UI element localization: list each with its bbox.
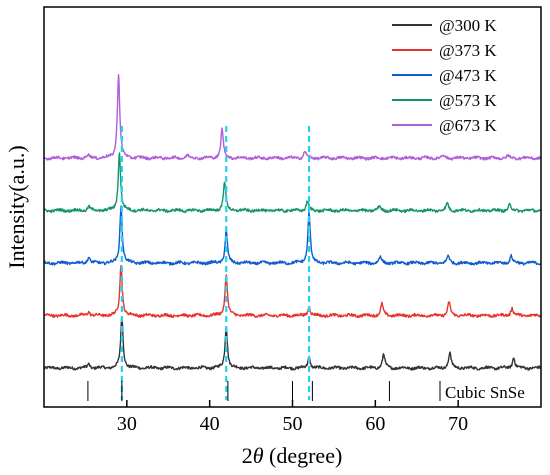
legend-label: @573 K: [439, 91, 497, 110]
x-tick-label: 60: [365, 413, 385, 435]
legend-label: @473 K: [439, 66, 497, 85]
legend: @300 K @373 K @473 K @573 K @673 K: [392, 16, 497, 135]
reference-label: Cubic SnSe: [445, 383, 525, 402]
x-axis-ticks: 30 40 50 60 70: [117, 400, 468, 435]
pattern-line-673k: [43, 73, 542, 161]
legend-label: @300 K: [439, 16, 497, 35]
x-tick-label: 30: [117, 413, 137, 435]
xrd-patterns: [43, 73, 542, 371]
pattern-line-473k: [43, 205, 542, 266]
pattern-line-573k: [43, 152, 542, 214]
x-tick-label: 50: [283, 413, 303, 435]
x-tick-label: 70: [448, 413, 468, 435]
legend-label: @373 K: [439, 41, 497, 60]
x-tick-label: 40: [200, 413, 220, 435]
dashed-reference-lines: [120, 126, 311, 400]
y-axis-label: Intensity(a.u.): [4, 145, 29, 268]
legend-label: @673 K: [439, 116, 497, 135]
pattern-line-300k: [43, 317, 542, 371]
x-axis-label: 2θ (degree): [242, 443, 343, 468]
pattern-line-373k: [43, 264, 542, 319]
reference-ticks: [87, 381, 441, 401]
